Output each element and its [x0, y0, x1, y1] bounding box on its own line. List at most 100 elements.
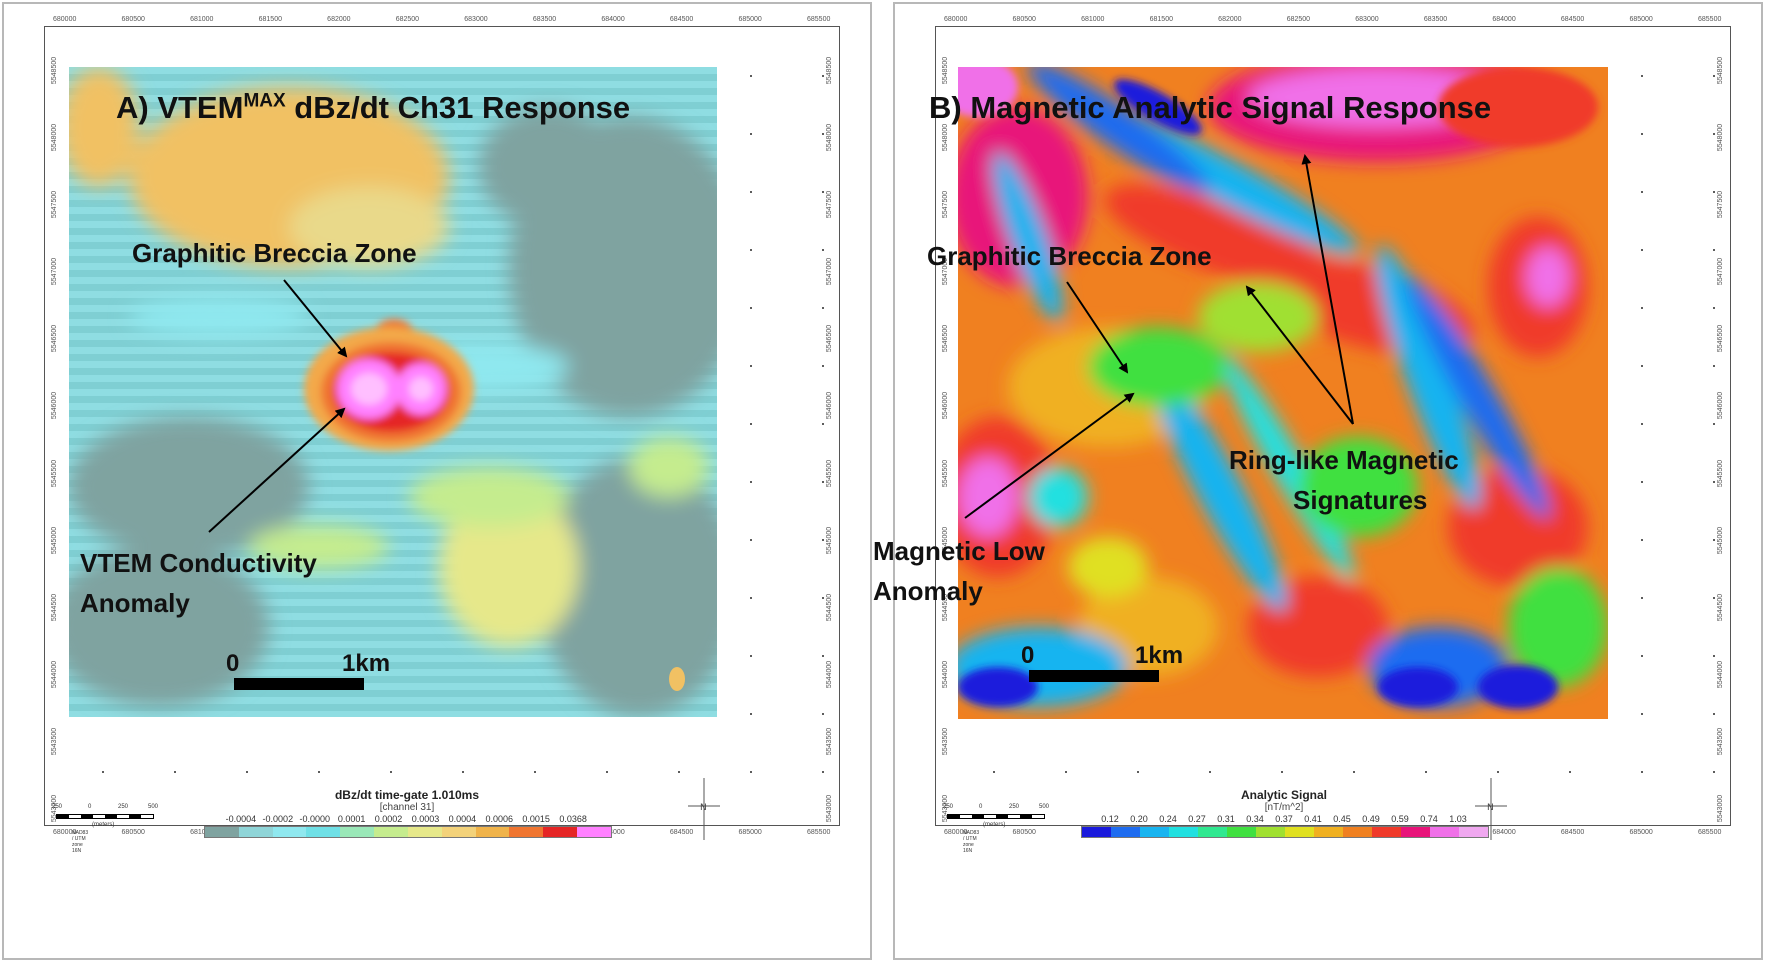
scale-km-b: 1km	[1135, 642, 1184, 669]
x-tick-label: 681500	[1149, 16, 1173, 23]
legend-tick-label: 1.03	[1449, 814, 1467, 824]
scale-bar-b	[1029, 670, 1159, 682]
legend-swatch	[1198, 827, 1227, 837]
arrows-a	[208, 279, 348, 533]
legend-tick-label: 0.27	[1188, 814, 1206, 824]
x-tick-label: 685500	[807, 829, 831, 836]
legend-tick-label: 0.49	[1362, 814, 1380, 824]
legend-subtitle-b: [nT/m^2]	[1264, 802, 1304, 813]
legend-swatch	[306, 827, 341, 837]
legend-tick-label: 0.31	[1217, 814, 1235, 824]
legend-tick-label: 0.0002	[374, 814, 403, 824]
legend-colorbar-b	[1081, 826, 1489, 838]
legend-subtitle-a: [channel 31]	[379, 802, 435, 813]
panel-vtem: 680000 680500 681000 681500 682000 682500 6830…	[2, 2, 872, 960]
x-tick-label: 681000	[190, 16, 214, 23]
x-tick-label: 683500	[1423, 16, 1448, 23]
x-tick-label: 685500	[1698, 16, 1722, 23]
x-tick-label: 685000	[1629, 829, 1653, 836]
x-tick-label: 680000	[944, 829, 968, 836]
panel-magnetic: 680000 680500 681000 681500 682000 682500 6830…	[873, 2, 1763, 960]
scale-zero-b: 0	[1021, 642, 1035, 669]
x-tick-label: 682000	[327, 16, 351, 23]
x-tick-label: 682500	[1286, 16, 1311, 23]
x-tick-label: 680000	[53, 829, 77, 836]
north-arrow-icon-a: N	[688, 778, 720, 840]
legend-labels-b: 0.12 0.20 0.24 0.27 0.31 0.34 0.37 0.41 0.45 0.49…	[1081, 814, 1487, 826]
legend-tick-label: 0.0368	[559, 814, 587, 824]
legend-swatch	[1343, 827, 1372, 837]
legend-swatch	[475, 827, 510, 837]
legend-swatch	[272, 827, 307, 837]
legend-tick-label: -0.0004	[225, 814, 257, 824]
svg-text:N: N	[1487, 803, 1494, 813]
legend-swatch	[407, 827, 442, 837]
x-tick-label: 685000	[738, 829, 762, 836]
legend-tick-label: 0.74	[1420, 814, 1438, 824]
legend-swatch	[543, 827, 578, 837]
x-tick-label: 680500	[121, 829, 145, 836]
x-tick-label: 681500	[258, 16, 282, 23]
label-vtem-line1: VTEM Conductivity	[80, 548, 317, 578]
legend-swatch	[1111, 827, 1140, 837]
legend-tick-label: 0.59	[1391, 814, 1409, 824]
label-low-line1: Magnetic Low	[873, 536, 1045, 566]
legend-swatch	[1372, 827, 1401, 837]
legend-tick-label: 0.0015	[522, 814, 550, 824]
legend-labels-a: -0.0004 -0.0002 -0.0000 0.0001 0.0002 0.0003 0…	[204, 814, 610, 826]
x-tick-label: 680500	[121, 16, 145, 23]
x-tick-label: 684000	[1492, 829, 1516, 836]
x-tick-label: 684000	[1492, 16, 1516, 23]
legend-swatch	[238, 827, 273, 837]
x-tick-label: 685000	[1629, 16, 1653, 23]
legend-colorbar-a	[204, 826, 612, 838]
legend-swatch	[1401, 827, 1430, 837]
north-arrow-icon-b: N	[1475, 778, 1507, 840]
arrows-b	[964, 154, 1354, 519]
x-tick-label: 684500	[1560, 16, 1585, 23]
vtem-map-image	[69, 67, 717, 717]
legend-swatch	[1140, 827, 1169, 837]
legend-swatch	[441, 827, 476, 837]
label-breccia-a: Graphitic Breccia Zone	[132, 238, 417, 268]
legend-swatch	[340, 827, 375, 837]
legend-tick-label: 0.12	[1101, 814, 1119, 824]
legend-swatch	[1459, 827, 1488, 837]
x-tick-label: 680500	[1012, 16, 1036, 23]
label-ring-line1: Ring-like Magnetic	[1229, 445, 1459, 475]
legend-swatch	[1082, 827, 1111, 837]
label-vtem-line2: Anomaly	[80, 588, 190, 618]
x-tick-label: 680000	[53, 16, 77, 23]
scale-zero-a: 0	[226, 650, 240, 677]
legend-tick-label: 0.0003	[411, 814, 440, 824]
legend-tick-label: -0.0000	[299, 814, 330, 824]
legend-tick-label: 0.41	[1304, 814, 1322, 824]
legend-swatch	[1256, 827, 1285, 837]
legend-swatch	[205, 827, 239, 837]
legend-swatch	[1285, 827, 1314, 837]
x-tick-label: 685500	[807, 16, 831, 23]
legend-title-a: dBz/dt time-gate 1.010ms	[334, 788, 480, 802]
legend-swatch	[374, 827, 408, 837]
legend-tick-label: 0.24	[1159, 814, 1177, 824]
x-tick-label: 683500	[532, 16, 557, 23]
x-tick-label: 682500	[395, 16, 420, 23]
legend-swatch	[1169, 827, 1198, 837]
legend-title-b: Analytic Signal	[1240, 788, 1328, 802]
magnetic-map-image	[958, 67, 1608, 719]
map-frame-b: 680000 680500 681000 681500 682000 682500 6830…	[935, 16, 1731, 836]
legend-tick-label: 0.34	[1246, 814, 1264, 824]
x-tick-label: 684500	[669, 829, 694, 836]
x-tick-label: 683000	[464, 16, 488, 23]
x-tick-label: 682000	[1218, 16, 1242, 23]
legend-tick-label: 0.0001	[337, 814, 366, 824]
x-tick-label: 681000	[1081, 16, 1105, 23]
legend-tick-label: 0.0006	[485, 814, 514, 824]
svg-text:N: N	[700, 803, 707, 813]
x-tick-label: 681000	[190, 829, 214, 836]
legend-tick-label: 0.20	[1130, 814, 1148, 824]
label-breccia-b: Graphitic Breccia Zone	[927, 241, 1212, 271]
legend-swatch	[1227, 827, 1256, 837]
legend-swatch	[509, 827, 544, 837]
legend-tick-label: 0.37	[1275, 814, 1293, 824]
